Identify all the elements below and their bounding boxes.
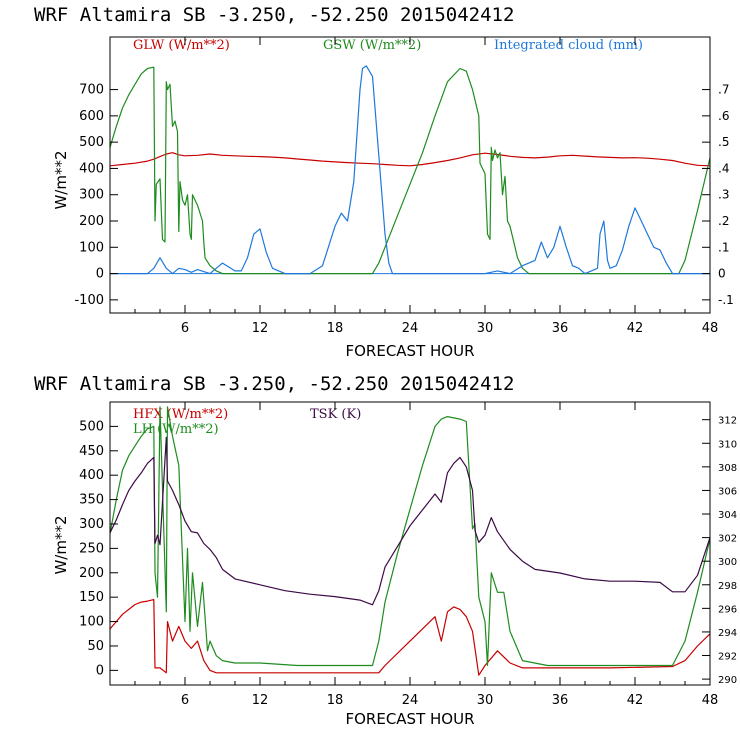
y-tick-label: 700 <box>79 83 104 98</box>
x-tick-label: 18 <box>327 693 344 708</box>
y2-tick-label: 306 <box>718 486 737 497</box>
x-tick-label: 36 <box>552 321 569 336</box>
x-tick-label: 24 <box>402 693 419 708</box>
legend-gsw: GSW (W/m**2) <box>323 38 421 53</box>
y2-tick-label: 300 <box>718 557 737 568</box>
series-line-lh <box>109 406 711 667</box>
y-tick-label: 0 <box>96 663 104 678</box>
x-tick-label: 6 <box>181 693 189 708</box>
top-x-axis-label: FORECAST HOUR <box>345 342 474 360</box>
y-tick-label: 400 <box>79 161 104 176</box>
x-tick-label: 48 <box>702 321 719 336</box>
top-chart-legend: GLW (W/m**2) GSW (W/m**2) Integrated clo… <box>133 38 643 53</box>
y2-tick-label: .2 <box>718 214 729 228</box>
legend-hfx: HFX (W/m**2) <box>133 407 228 422</box>
y2-tick-label: 294 <box>718 628 737 639</box>
y2-tick-label: .5 <box>718 135 729 149</box>
y2-tick-label: .3 <box>718 188 729 202</box>
series-line-gsw <box>109 66 711 275</box>
series-line-glw <box>109 152 711 167</box>
y-tick-label: 450 <box>79 444 104 459</box>
y-tick-label: 250 <box>79 541 104 556</box>
x-tick-label: 42 <box>627 321 644 336</box>
y2-tick-label: 304 <box>718 510 737 521</box>
y2-tick-label: 296 <box>718 604 737 615</box>
y-tick-label: 300 <box>79 188 104 203</box>
x-tick-label: 30 <box>477 693 494 708</box>
bottom-y-axis-label: W/m**2 <box>52 515 70 574</box>
legend-integrated-cloud: Integrated cloud (mm) <box>494 38 643 53</box>
x-tick-label: 30 <box>477 321 494 336</box>
y2-tick-label: .1 <box>718 240 729 254</box>
y-tick-label: 500 <box>79 135 104 150</box>
x-tick-label: 12 <box>252 321 269 336</box>
series-line-tsk <box>109 436 711 606</box>
bottom-panel: WRF Altamira SB -3.250, -52.250 20150424… <box>34 373 737 728</box>
y-tick-label: 100 <box>79 615 104 630</box>
y2-tick-label: -.1 <box>718 293 734 307</box>
top-chart-title: WRF Altamira SB -3.250, -52.250 20150424… <box>34 4 514 26</box>
x-tick-label: 24 <box>402 321 419 336</box>
y-tick-label: 200 <box>79 566 104 581</box>
y-tick-label: 600 <box>79 109 104 124</box>
y-tick-label: 0 <box>96 267 104 282</box>
y-tick-label: -100 <box>74 293 104 308</box>
y2-tick-label: 308 <box>718 463 737 474</box>
x-tick-label: 48 <box>702 693 719 708</box>
y-tick-label: 100 <box>79 240 104 255</box>
legend-tsk: TSK (K) <box>310 407 361 422</box>
x-tick-label: 12 <box>252 693 269 708</box>
top-panel: WRF Altamira SB -3.250, -52.250 20150424… <box>34 4 734 360</box>
y-tick-label: 500 <box>79 419 104 434</box>
x-tick-label: 36 <box>552 693 569 708</box>
legend-glw: GLW (W/m**2) <box>133 38 230 53</box>
top-axes: 6 12 18 24 30 36 42 48 -100 0 100 200 300 400 500 600 70… <box>74 37 734 336</box>
y2-tick-label: 310 <box>718 439 737 450</box>
top-y-axis-label: W/m**2 <box>52 150 70 209</box>
y-tick-label: 300 <box>79 517 104 532</box>
y-tick-label: 50 <box>87 639 104 654</box>
top-plot-frame <box>109 36 711 314</box>
bottom-plot-area <box>109 406 711 676</box>
bottom-chart-title: WRF Altamira SB -3.250, -52.250 20150424… <box>34 373 514 395</box>
y2-tick-label: 0 <box>718 267 726 281</box>
y2-tick-label: .7 <box>718 83 729 97</box>
x-tick-label: 6 <box>181 321 189 336</box>
y2-tick-label: .6 <box>718 109 729 123</box>
y2-tick-label: .4 <box>718 161 729 175</box>
y2-tick-label: 292 <box>718 652 737 663</box>
y-tick-label: 350 <box>79 493 104 508</box>
y-tick-label: 150 <box>79 590 104 605</box>
legend-lh: LH (W/m**2) <box>133 422 219 437</box>
y2-tick-label: 312 <box>718 416 737 427</box>
x-tick-label: 18 <box>327 321 344 336</box>
y2-tick-label: 298 <box>718 581 737 592</box>
y-tick-label: 200 <box>79 214 104 229</box>
y2-tick-label: 290 <box>718 675 737 686</box>
top-plot-area <box>109 65 711 275</box>
series-line-integrated <box>110 65 710 275</box>
y2-tick-label: 302 <box>718 534 737 545</box>
x-tick-label: 42 <box>627 693 644 708</box>
y-tick-label: 400 <box>79 468 104 483</box>
bottom-plot-frame <box>109 401 711 686</box>
series-line-hfx <box>109 598 711 676</box>
bottom-x-axis-label: FORECAST HOUR <box>345 710 474 728</box>
bottom-axes: 6 12 18 24 30 36 42 48 0 50 100 150 200 250 300 350 400 4… <box>79 402 737 708</box>
